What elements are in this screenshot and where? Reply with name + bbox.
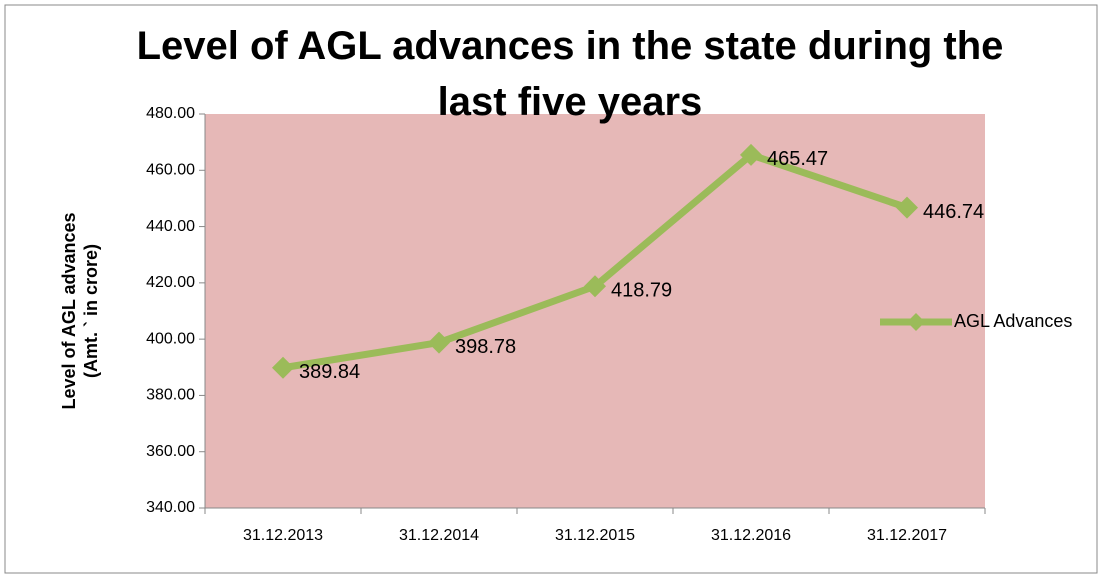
y-tick-label: 340.00: [146, 499, 195, 516]
y-tick-label: 420.00: [146, 274, 195, 291]
marker: [272, 356, 294, 379]
y-axis-label: Level of AGL advances: [59, 212, 79, 409]
y-tick-label: 380.00: [146, 387, 195, 404]
legend-label: AGL Advances: [954, 311, 1072, 331]
x-tick-label: 31.12.2013: [243, 527, 323, 544]
marker: [584, 275, 606, 298]
data-label: 389.84: [299, 361, 360, 383]
x-tick-label: 31.12.2016: [711, 527, 791, 544]
data-label: 465.47: [767, 148, 828, 170]
data-label: 418.79: [611, 280, 672, 302]
y-tick-label: 400.00: [146, 330, 195, 347]
chart-title: Level of AGL advances in the state durin…: [136, 24, 1004, 124]
marker: [740, 143, 762, 166]
y-axis-label: (Amt. ` in crore): [81, 244, 101, 378]
y-tick-label: 440.00: [146, 218, 195, 235]
marker: [428, 331, 450, 354]
y-tick-label: 460.00: [146, 162, 195, 179]
legend-marker: [907, 313, 925, 331]
y-tick-label: 480.00: [146, 105, 195, 122]
plot-area: [205, 114, 985, 508]
x-tick-label: 31.12.2015: [555, 527, 635, 544]
data-label: 398.78: [455, 336, 516, 358]
marker: [896, 196, 918, 219]
x-tick-label: 31.12.2017: [867, 527, 947, 544]
data-label: 446.74: [923, 201, 984, 223]
y-tick-label: 360.00: [146, 443, 195, 460]
x-tick-label: 31.12.2014: [399, 527, 479, 544]
